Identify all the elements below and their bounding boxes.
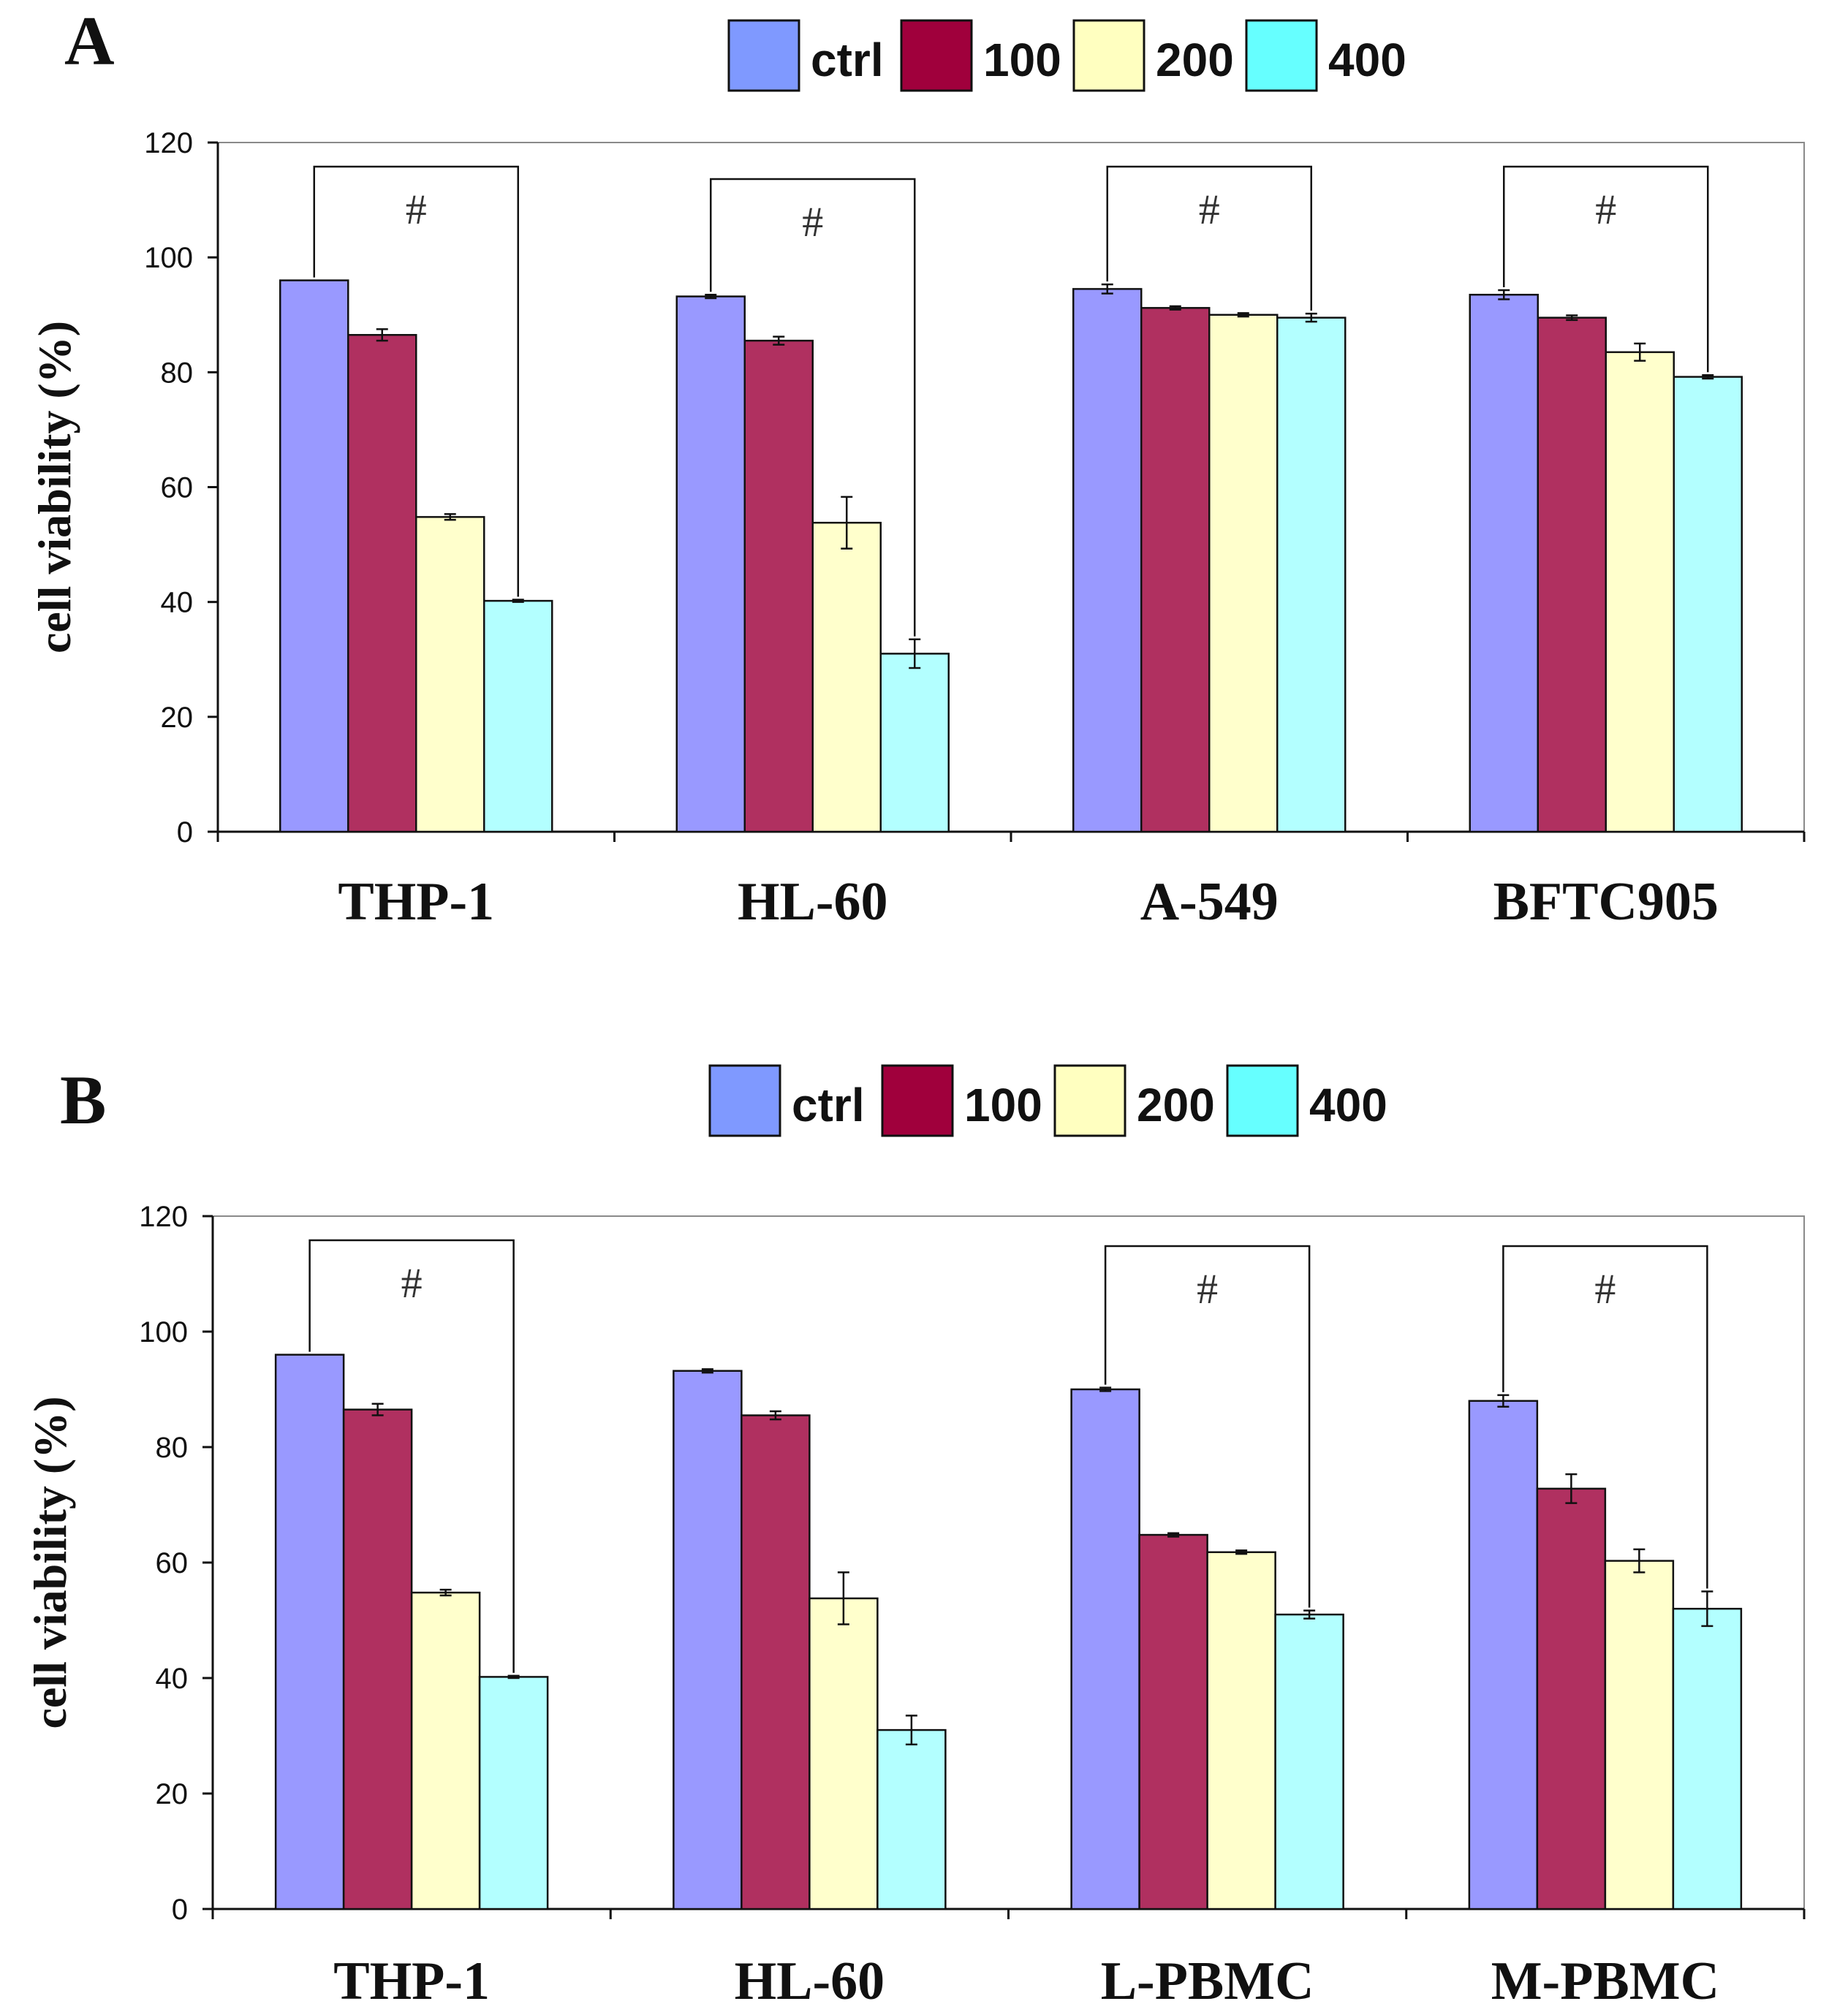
legend-label-200: 200: [1137, 1079, 1215, 1131]
y-tick-label: 20: [161, 702, 194, 734]
legend-label-ctrl: ctrl: [792, 1079, 865, 1131]
y-tick-label: 60: [156, 1547, 189, 1579]
legend-label-400: 400: [1309, 1079, 1387, 1131]
bar-THP-1-100: [342, 1408, 413, 1910]
bar-THP-1-400: [478, 1676, 549, 1910]
y-tick-label: 80: [156, 1432, 189, 1464]
legend-label-ctrl: ctrl: [811, 34, 884, 86]
legend-swatch-400: [1245, 19, 1318, 92]
bar-THP-1-200: [415, 516, 485, 833]
bar-M-PBMC-200: [1604, 1560, 1675, 1910]
significance-mark: #: [1197, 1265, 1218, 1313]
y-tick-label: 120: [139, 1201, 188, 1233]
significance-mark: #: [1594, 1265, 1616, 1313]
bar-L-PBMC-200: [1206, 1551, 1276, 1910]
category-label: THP-1: [338, 872, 494, 932]
bar-L-PBMC-100: [1138, 1533, 1208, 1910]
bar-M-PBMC-400: [1672, 1607, 1743, 1910]
category-label: A-549: [1140, 872, 1279, 932]
panel-letter: B: [60, 1061, 106, 1139]
bar-M-PBMC-100: [1536, 1487, 1607, 1910]
legend-label-200: 200: [1156, 34, 1234, 86]
significance-bracket: [313, 165, 519, 597]
y-tick-label: 0: [177, 816, 193, 849]
y-axis-label: cell viability (%): [29, 321, 80, 653]
legend-swatch-ctrl: [727, 19, 800, 92]
legend-label-400: 400: [1328, 34, 1406, 86]
category-label: HL-60: [738, 872, 888, 932]
significance-bracket: [710, 178, 916, 637]
significance-bracket: [308, 1239, 515, 1673]
significance-bracket: [1106, 165, 1312, 311]
bar-THP-1-100: [347, 334, 417, 833]
y-tick-label: 100: [144, 242, 193, 274]
legend-swatch-ctrl: [708, 1064, 781, 1137]
significance-bracket: [1502, 1245, 1708, 1589]
category-label: HL-60: [735, 1951, 885, 2004]
y-axis-label: cell viability (%): [24, 1396, 76, 1728]
bar-THP-1-ctrl: [274, 1354, 345, 1910]
bar-A-549-ctrl: [1072, 288, 1143, 833]
bar-BFTC905-400: [1673, 376, 1743, 833]
bar-HL-60-400: [876, 1728, 947, 1910]
category-label: THP-1: [333, 1951, 490, 2004]
y-tick-label: 80: [161, 357, 194, 389]
bar-THP-1-200: [410, 1591, 481, 1910]
category-label: BFTC905: [1493, 872, 1719, 932]
y-tick-label: 60: [161, 472, 194, 504]
significance-mark: #: [1199, 186, 1220, 233]
bar-HL-60-200: [808, 1597, 879, 1910]
bar-HL-60-400: [879, 653, 950, 833]
bar-M-PBMC-ctrl: [1468, 1400, 1539, 1910]
legend-swatch-100: [900, 19, 973, 92]
significance-bracket: [1503, 165, 1709, 373]
bar-A-549-100: [1140, 307, 1211, 833]
bar-BFTC905-100: [1537, 316, 1607, 833]
legend-swatch-200: [1053, 1064, 1126, 1137]
significance-bracket: [1104, 1245, 1311, 1608]
bar-HL-60-ctrl: [673, 1370, 743, 1910]
bar-HL-60-100: [741, 1414, 811, 1910]
bar-A-549-400: [1276, 316, 1347, 833]
bar-L-PBMC-ctrl: [1070, 1388, 1140, 1910]
category-label: M-PBMC: [1491, 1951, 1719, 2004]
bar-A-549-200: [1208, 314, 1279, 833]
bar-BFTC905-ctrl: [1469, 293, 1539, 833]
legend-swatch-400: [1226, 1064, 1299, 1137]
legend-swatch-100: [881, 1064, 954, 1137]
category-label: L-PBMC: [1101, 1951, 1314, 2004]
bar-THP-1-400: [483, 599, 553, 833]
significance-mark: #: [1595, 186, 1616, 233]
legend-label-100: 100: [983, 34, 1061, 86]
significance-mark: #: [401, 1259, 423, 1307]
bar-HL-60-200: [811, 521, 882, 833]
bar-BFTC905-200: [1605, 351, 1675, 833]
panel-letter: A: [64, 2, 115, 80]
bar-HL-60-100: [743, 339, 814, 833]
y-tick-label: 40: [161, 587, 194, 619]
legend-swatch-200: [1072, 19, 1145, 92]
bar-HL-60-ctrl: [675, 295, 746, 833]
bar-L-PBMC-400: [1274, 1613, 1344, 1910]
significance-mark: #: [406, 186, 427, 233]
significance-mark: #: [802, 198, 823, 246]
y-tick-label: 120: [144, 127, 193, 159]
y-tick-label: 40: [156, 1663, 189, 1695]
y-tick-label: 20: [156, 1778, 189, 1810]
legend-label-100: 100: [964, 1079, 1042, 1131]
bar-THP-1-ctrl: [279, 279, 349, 833]
y-tick-label: 100: [139, 1316, 188, 1348]
y-tick-label: 0: [172, 1894, 188, 1926]
